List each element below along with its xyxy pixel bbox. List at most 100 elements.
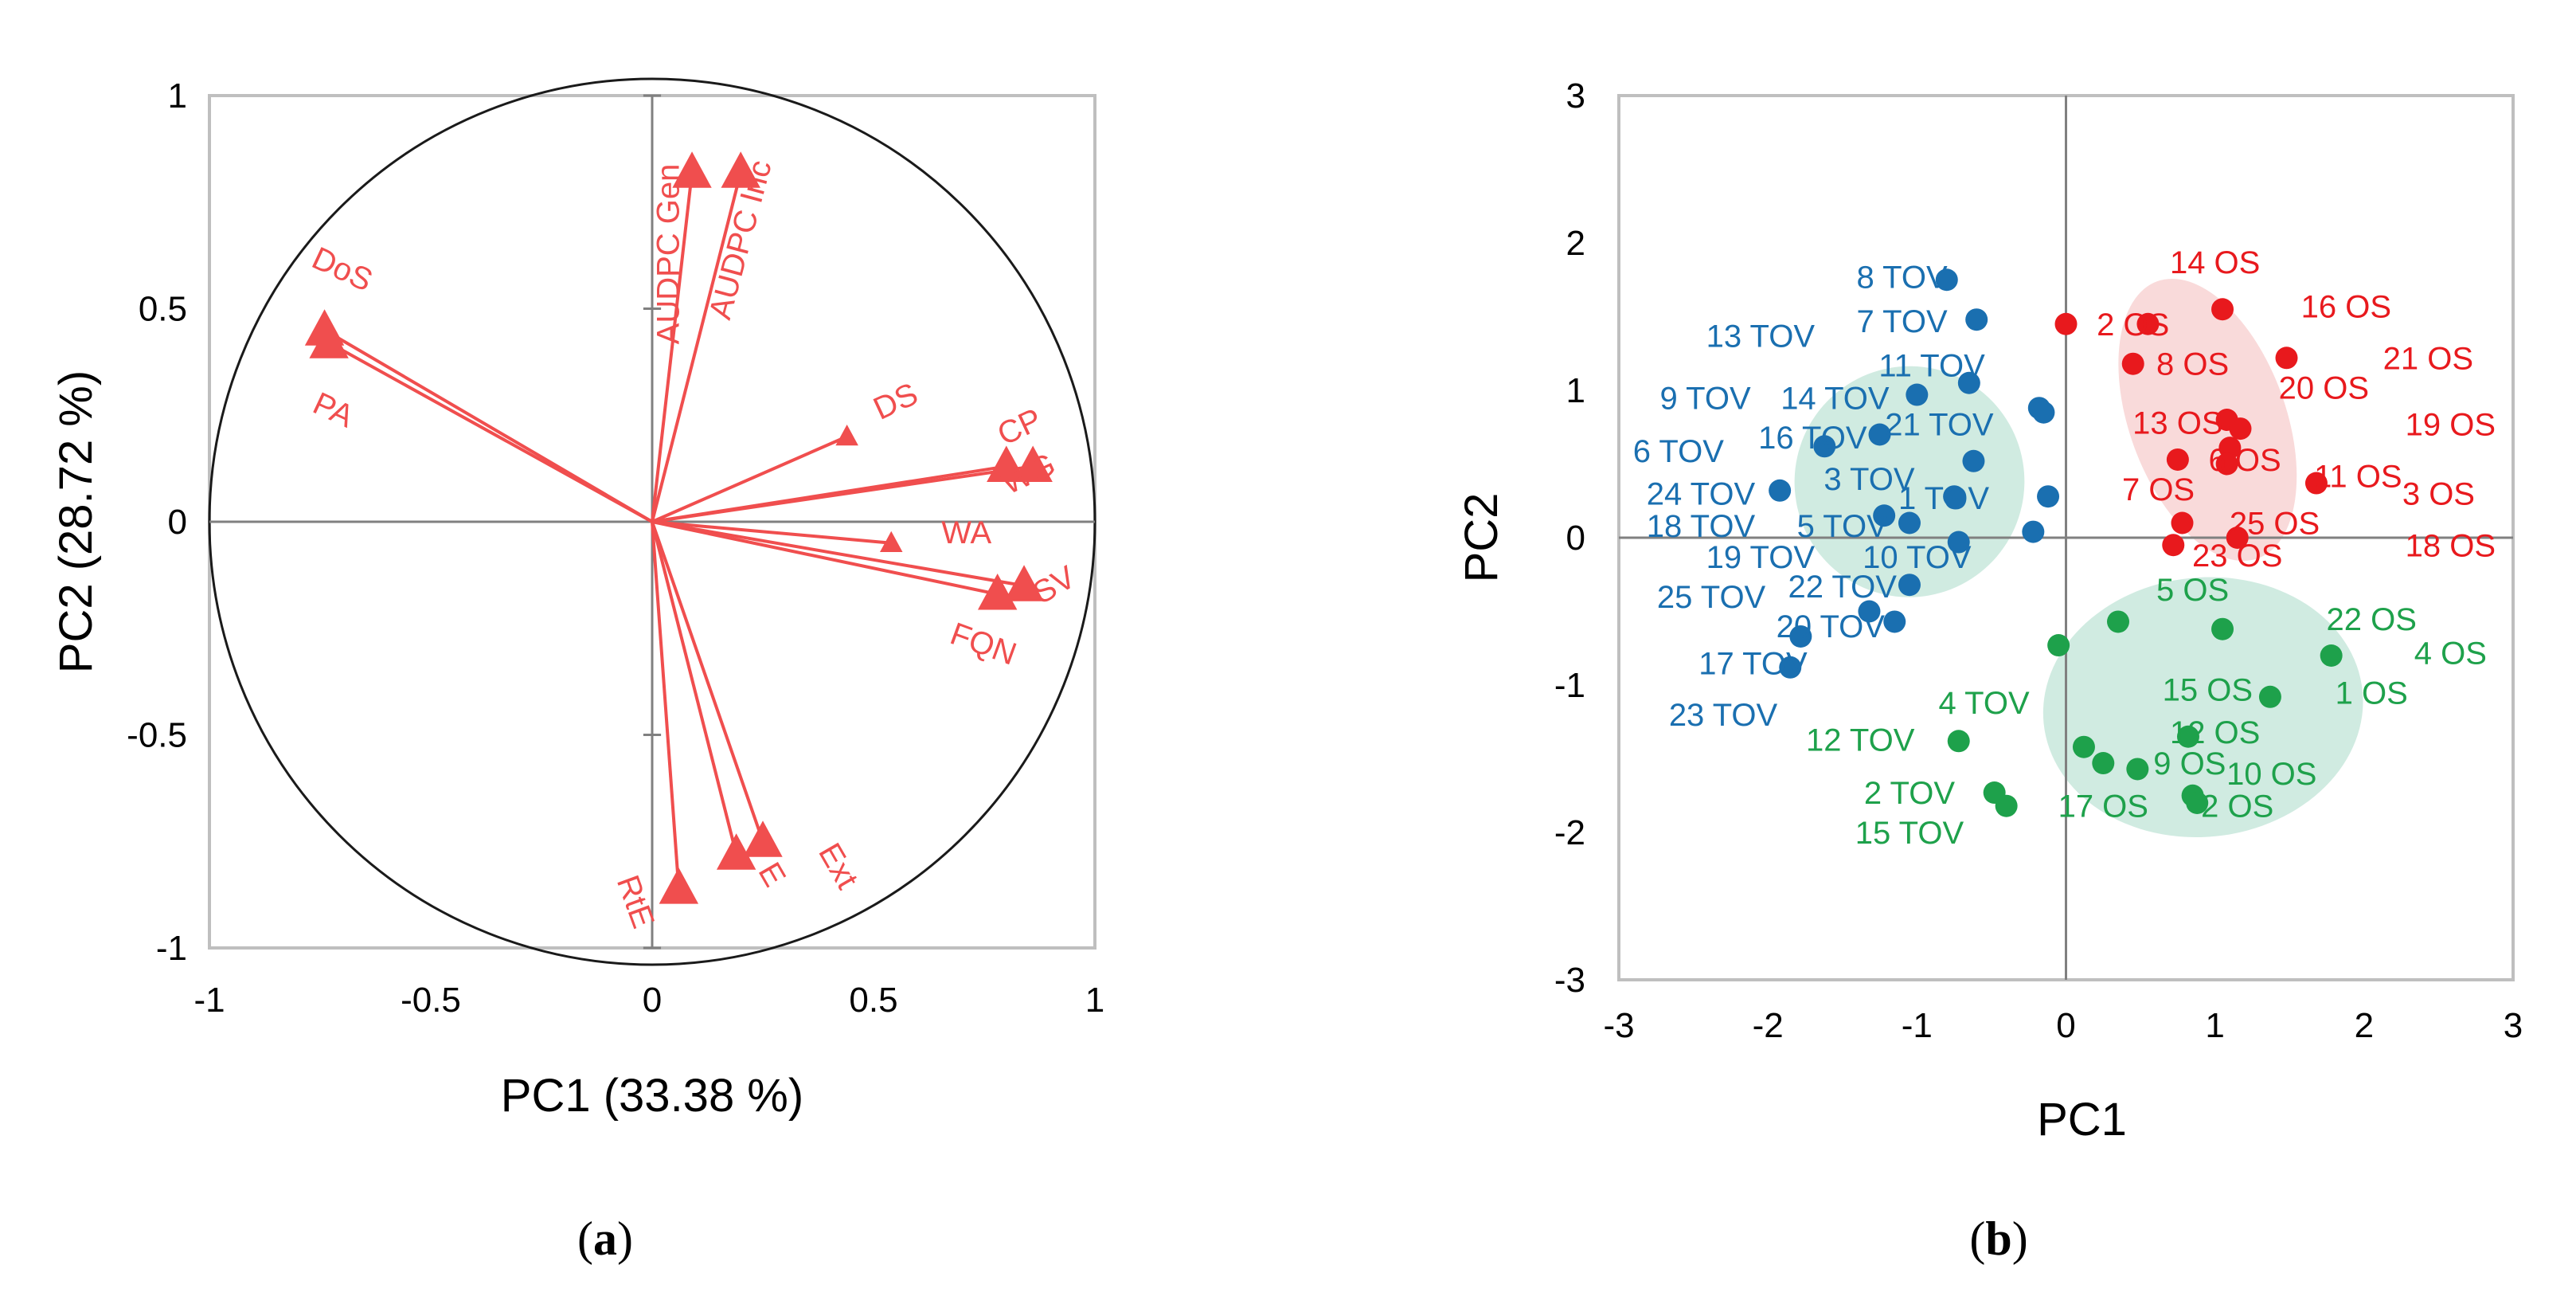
score-point-label: 12 TOV — [1806, 723, 1915, 758]
score-point-label: 1 TOV — [1898, 481, 1989, 516]
x-tick-label: 1 — [1085, 981, 1104, 1020]
loading-marker — [721, 151, 760, 188]
score-point — [1965, 308, 1988, 331]
score-point-label: 18 OS — [2406, 528, 2496, 563]
score-point-label: 21 OS — [2383, 341, 2473, 376]
loading-marker — [659, 867, 699, 904]
score-point-label: 20 TOV — [1777, 609, 1886, 644]
score-point-label: 18 TOV — [1647, 509, 1756, 544]
score-point-label: 20 OS — [2279, 370, 2369, 405]
score-point — [1995, 794, 2018, 817]
score-point — [1947, 730, 1970, 753]
score-point-label: 6 OS — [2209, 443, 2281, 478]
x-tick-label: -2 — [1753, 1006, 1784, 1045]
score-point — [1957, 371, 1980, 394]
x-tick-label: -3 — [1603, 1006, 1634, 1045]
score-point — [2047, 634, 2070, 657]
score-point — [2166, 448, 2189, 471]
loading-plot-panel: -1 -0.5 0 0.5 1 1 0.5 0 -0.5 -1 AUDPC Gen AUDPC In… — [50, 76, 1104, 1265]
x-tick-label: -0.5 — [401, 981, 461, 1020]
loading-marker — [879, 531, 903, 552]
score-point-label: 2 OS — [2201, 789, 2273, 824]
score-point — [1906, 383, 1929, 406]
score-point-label: 17 TOV — [1698, 646, 1808, 681]
score-point-label: 16 OS — [2301, 290, 2391, 325]
score-point — [2176, 725, 2199, 748]
score-point-label: 3 TOV — [1824, 462, 1914, 497]
y-tick-label: -1 — [1554, 666, 1585, 705]
score-plot-ticks: -3 -2 -1 0 1 2 3 3 2 1 0 -1 -2 -3 — [1554, 76, 2523, 1045]
x-tick-label: -1 — [1902, 1006, 1933, 1045]
score-point-label: 9 TOV — [1659, 381, 1750, 416]
score-point — [1898, 511, 1921, 535]
score-point — [1813, 435, 1836, 458]
score-point-label: 16 TOV — [1758, 421, 1867, 456]
score-point-label: 10 TOV — [1863, 540, 1972, 575]
score-point-label: 23 TOV — [1669, 698, 1778, 733]
score-point-label: 15 TOV — [1855, 816, 1964, 851]
x-tick-label: 1 — [2205, 1006, 2224, 1045]
y-tick-label: -2 — [1554, 813, 1585, 852]
score-point — [2032, 401, 2055, 424]
loading-vector — [651, 171, 743, 523]
loading-marker — [716, 833, 756, 870]
y-tick-label: -3 — [1554, 961, 1585, 1000]
score-point-label: 21 TOV — [1885, 408, 1994, 443]
y-tick-label: 3 — [1566, 76, 1585, 116]
score-point-label: 4 TOV — [1938, 686, 2029, 721]
loading-vector — [651, 464, 1034, 523]
score-point-label: 8 TOV — [1857, 260, 1948, 296]
loading-marker — [743, 820, 783, 857]
score-point — [2226, 527, 2249, 549]
y-tick-label: 0 — [168, 503, 187, 542]
panel-label-a: (a) — [577, 1212, 633, 1265]
score-point-label: 15 OS — [2163, 673, 2253, 708]
score-point-label: 23 OS — [2192, 538, 2282, 574]
loading-label: WA — [941, 515, 991, 550]
score-point — [2121, 352, 2144, 375]
loading-plot-y-axis-title: PC2 (28.72 %) — [50, 370, 102, 673]
score-point-label: 11 OS — [2314, 459, 2402, 494]
x-tick-label: 0 — [2056, 1006, 2075, 1045]
score-point-label: 17 OS — [2058, 789, 2148, 824]
score-points — [1769, 268, 2343, 817]
score-point — [1779, 656, 1802, 679]
panel-letter-a: a — [593, 1212, 617, 1265]
y-tick-label: 0 — [1566, 519, 1585, 558]
score-point — [2136, 312, 2160, 335]
y-tick-label: 2 — [1566, 224, 1585, 263]
loading-vector — [651, 521, 681, 889]
score-point — [1868, 423, 1891, 446]
loading-vector — [651, 521, 764, 842]
y-tick-label: -0.5 — [127, 716, 187, 755]
score-point — [2215, 452, 2238, 476]
score-point — [2275, 347, 2298, 370]
y-tick-label: 0.5 — [139, 290, 187, 329]
score-point — [2072, 735, 2095, 758]
loading-vector — [651, 521, 738, 855]
score-point-label: 8 OS — [2156, 347, 2229, 382]
score-point-label: 3 OS — [2402, 477, 2475, 512]
score-point — [2320, 644, 2343, 667]
score-plot-y-axis-title: PC2 — [1456, 493, 1507, 583]
loading-vector — [651, 172, 694, 523]
score-point-label: 5 OS — [2156, 573, 2229, 608]
score-point-label: 9 OS — [2153, 746, 2226, 781]
x-tick-label: -1 — [193, 981, 225, 1020]
score-point-label: 19 TOV — [1706, 540, 1816, 575]
loading-vector — [328, 341, 653, 523]
score-point — [1898, 574, 1921, 597]
score-point-label: 11 TOV — [1878, 349, 1985, 384]
score-point-label: 6 TOV — [1633, 434, 1724, 469]
score-point — [2162, 534, 2185, 557]
score-point — [2126, 758, 2149, 781]
panel-label-b: (b) — [1969, 1212, 2027, 1265]
group-ellipse — [2042, 577, 2363, 838]
loading-marker — [672, 151, 712, 188]
score-plot-x-axis-title: PC1 — [2037, 1094, 2127, 1145]
score-point-label: 1 OS — [2336, 676, 2408, 711]
y-tick-label: -1 — [156, 929, 187, 968]
